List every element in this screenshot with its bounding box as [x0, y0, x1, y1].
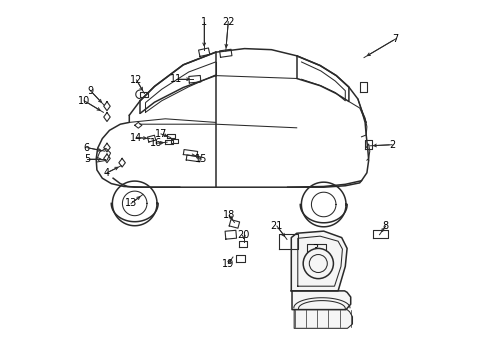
Circle shape	[303, 248, 333, 279]
Text: 5: 5	[83, 154, 90, 164]
Text: 11: 11	[170, 74, 182, 84]
Text: 4: 4	[104, 168, 110, 178]
Text: 2: 2	[388, 140, 394, 150]
Text: 10: 10	[78, 96, 90, 106]
Text: 13: 13	[125, 198, 137, 208]
Text: 3: 3	[312, 244, 318, 254]
Text: 8: 8	[382, 221, 388, 231]
Text: 20: 20	[237, 230, 249, 240]
Polygon shape	[291, 291, 350, 310]
Text: 21: 21	[270, 221, 283, 231]
Text: 6: 6	[83, 143, 90, 153]
Text: 9: 9	[87, 86, 93, 96]
Text: 7: 7	[392, 34, 398, 44]
Circle shape	[309, 255, 326, 273]
Polygon shape	[291, 231, 346, 291]
Text: 19: 19	[222, 258, 234, 269]
Text: 12: 12	[130, 75, 142, 85]
Text: 16: 16	[150, 138, 162, 148]
Text: 17: 17	[155, 129, 167, 139]
Text: 1: 1	[201, 17, 207, 27]
Text: 15: 15	[195, 154, 207, 164]
Text: 18: 18	[223, 210, 235, 220]
Text: 14: 14	[130, 132, 142, 143]
Text: 22: 22	[222, 17, 234, 27]
Polygon shape	[294, 310, 352, 328]
